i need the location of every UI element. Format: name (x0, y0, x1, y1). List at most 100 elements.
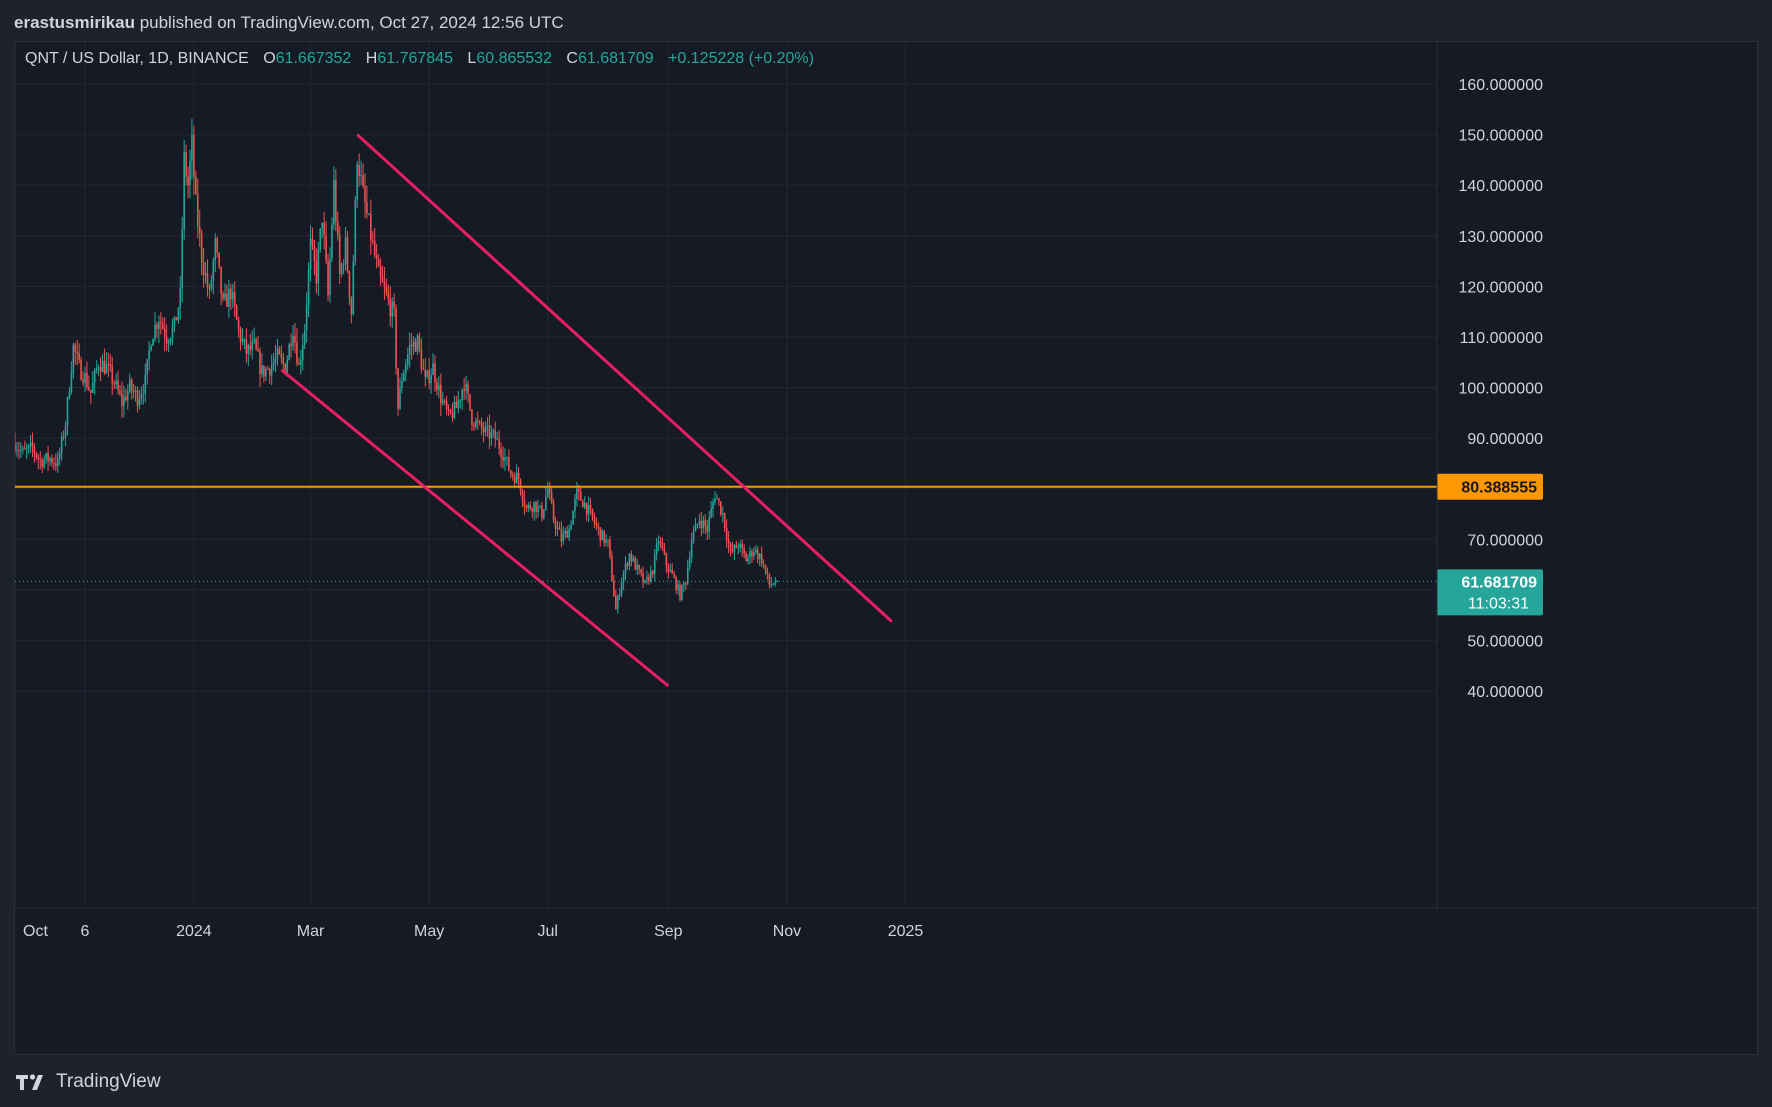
candle-body (611, 556, 613, 581)
candle-body (420, 348, 423, 370)
x-tick-label: Jul (538, 923, 558, 940)
candle-body (513, 476, 516, 484)
candle-body (342, 264, 345, 266)
candle-body (710, 508, 712, 518)
candle-body (119, 390, 121, 394)
candle-body (389, 298, 392, 317)
legend-l-label: L (467, 50, 476, 67)
candle-body (486, 425, 489, 427)
candle-body (729, 543, 732, 551)
candle-body (543, 509, 545, 519)
candle-body (179, 287, 182, 309)
candle-body (383, 282, 386, 287)
candle-body (469, 394, 471, 410)
candle-body (638, 564, 640, 570)
candle-body (340, 264, 343, 275)
candle-body (91, 382, 94, 393)
candle-body (292, 335, 294, 347)
x-tick-label: May (414, 923, 444, 940)
candle-body (605, 539, 607, 543)
candle-body (99, 367, 102, 372)
trendline-upper (356, 133, 893, 623)
candle-body (43, 459, 45, 468)
x-tick-label: 2024 (176, 923, 212, 940)
candle-body (109, 364, 112, 367)
candle-body (105, 363, 108, 374)
price-chart[interactable]: 80.388555 61.681709 11:03:31 40.000000 50.0… (14, 42, 1757, 1054)
y-tick-label: 70.000000 (1467, 532, 1543, 549)
candle-body (636, 564, 638, 570)
candle-body (537, 506, 539, 513)
candle-body (568, 528, 570, 538)
x-tick-label: 6 (81, 923, 90, 940)
candle-body (648, 577, 650, 582)
candle-body (20, 450, 22, 452)
candle-body (336, 221, 339, 236)
candle-body (138, 398, 141, 406)
y-tick-label: 140.000000 (1458, 178, 1543, 195)
candle-body (315, 261, 318, 284)
candle-body (255, 339, 257, 350)
candle-body (373, 240, 376, 256)
candle-body (449, 409, 452, 413)
candle-body (319, 228, 322, 250)
candle-body (679, 584, 681, 600)
grid-lines (14, 42, 1437, 908)
candle-body (41, 459, 44, 468)
candle-body (286, 359, 289, 375)
candle-body (313, 245, 316, 262)
y-tick-label: 50.000000 (1467, 633, 1543, 650)
candle-body (521, 491, 524, 501)
candle-body (751, 550, 753, 557)
candle-body (735, 545, 738, 548)
candle-body (465, 384, 467, 392)
candle-body (428, 370, 430, 384)
candle-body (720, 501, 722, 515)
candle-body (346, 237, 349, 272)
candle-body (103, 360, 106, 374)
candle-body (667, 566, 670, 572)
candle-body (498, 438, 500, 449)
candle-body (731, 550, 734, 552)
tradingview-footer[interactable]: TradingView (14, 1068, 161, 1096)
candle-body (616, 595, 619, 610)
candle-body (198, 226, 201, 234)
candle-body (95, 368, 98, 371)
candle-body (399, 387, 401, 409)
candle-body (231, 291, 234, 300)
candle-body (500, 448, 502, 457)
candle-body (426, 370, 429, 377)
candle-body (74, 344, 77, 353)
candle-body (14, 443, 16, 452)
candle-body (235, 305, 238, 320)
candle-body (673, 573, 675, 578)
chart-panel[interactable]: 80.388555 61.681709 11:03:31 40.000000 50.0… (14, 41, 1758, 1055)
candle-body (432, 363, 434, 376)
candle-body (675, 577, 677, 591)
candle-body (329, 258, 331, 296)
candle-body (298, 363, 300, 365)
candle-body (270, 365, 273, 376)
candle-body (29, 442, 32, 446)
candle-body (185, 152, 187, 177)
candle-body (603, 530, 605, 543)
candle-body (230, 288, 232, 300)
candle-body (401, 380, 403, 388)
candle-body (191, 134, 193, 161)
candle-body (51, 458, 53, 463)
candle-body (142, 393, 145, 395)
author-name[interactable]: erastusmirikau (14, 13, 135, 32)
candle-body (204, 273, 207, 275)
candle-body (593, 517, 596, 524)
candle-body (566, 530, 569, 538)
candle-body (581, 500, 584, 508)
candle-body (173, 317, 176, 327)
candle-body (776, 580, 778, 583)
candle-body (443, 400, 446, 402)
drawings[interactable]: 80.388555 61.681709 11:03:31 (15, 133, 1543, 688)
candle-body (216, 238, 219, 253)
candle-body (620, 582, 623, 595)
candle-body (381, 276, 384, 283)
candle-body (576, 488, 578, 500)
candle-body (628, 553, 631, 566)
